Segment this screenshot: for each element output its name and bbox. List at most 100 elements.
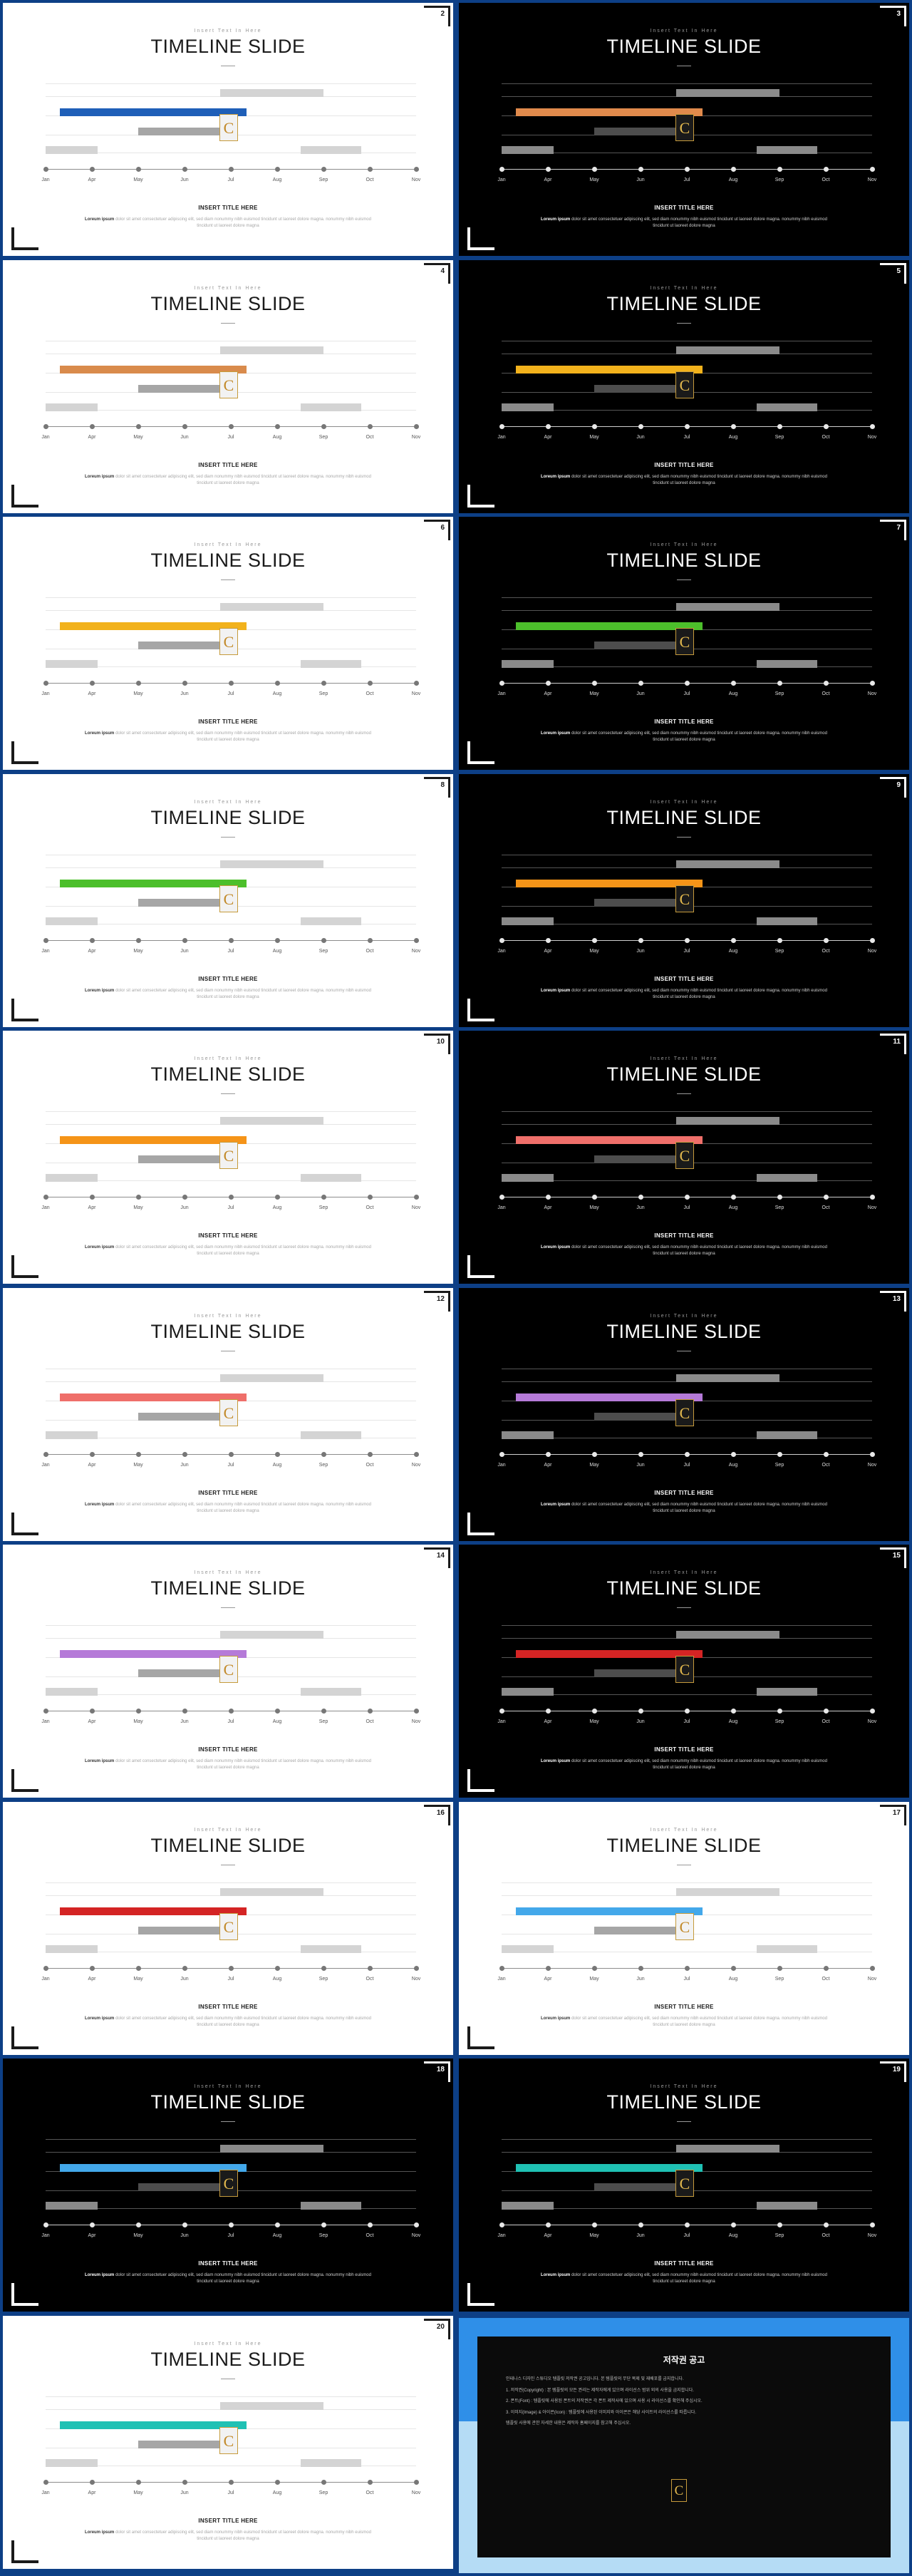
timeline-dot <box>638 1452 643 1457</box>
timeline-bar <box>594 385 680 393</box>
timeline-dot <box>321 1452 326 1457</box>
slide-thumbnail[interactable]: 11 Insert Text In Here TIMELINE SLIDE C Jan A… <box>459 1031 909 1284</box>
slide-21-copyright[interactable]: 저작권 공고 인테나스 디자인 스튜디오 템플릿 저작권 공고입니다. 본 템플… <box>459 2318 909 2573</box>
slide-title: TIMELINE SLIDE <box>606 1835 762 1856</box>
timeline-dot <box>545 1452 551 1457</box>
slide-thumbnail[interactable]: 5 Insert Text In Here TIMELINE SLIDE C Jan Ap… <box>459 260 909 513</box>
body-lead: Loreum ipsum <box>85 731 115 736</box>
slide-thumbnail[interactable]: 20 Insert Text In Here TIMELINE SLIDE C Jan A… <box>3 2316 453 2569</box>
slide-thumbnail[interactable]: 3 Insert Text In Here TIMELINE SLIDE C Jan Ap… <box>459 3 909 256</box>
slide-thumbnail[interactable]: 8 Insert Text In Here TIMELINE SLIDE C Jan Ap… <box>3 774 453 1027</box>
month-label: Aug <box>272 1463 282 1468</box>
timeline-dot <box>321 167 326 172</box>
timeline-dot <box>182 2222 187 2227</box>
body-text: Loreum ipsum dolor sit amet consectetuer… <box>83 731 373 743</box>
month-label: Jun <box>636 1977 645 1982</box>
month-label: May <box>133 177 143 182</box>
month-label: May <box>589 949 599 954</box>
insert-title: INSERT TITLE HERE <box>654 1490 714 1496</box>
month-label: Oct <box>822 177 830 182</box>
month-label: Nov <box>411 949 421 954</box>
timeline-dot <box>777 2222 782 2227</box>
timeline-dot <box>591 1452 597 1457</box>
insert-title: INSERT TITLE HERE <box>198 205 258 211</box>
timeline-marker-icon: C <box>675 1142 694 1169</box>
timeline-bar <box>220 1888 323 1896</box>
month-label: Jan <box>497 691 506 696</box>
timeline-dot <box>367 424 373 429</box>
timeline-dot <box>638 167 643 172</box>
corner-frame-icon <box>424 6 450 26</box>
slide-thumbnail[interactable]: 13 Insert Text In Here TIMELINE SLIDE C Jan A… <box>459 1288 909 1541</box>
slide-thumbnail[interactable]: 10 Insert Text In Here TIMELINE SLIDE C Jan A… <box>3 1031 453 1284</box>
slide-thumbnail[interactable]: 16 Insert Text In Here TIMELINE SLIDE C Jan A… <box>3 1802 453 2055</box>
timeline-bar-accent <box>60 1136 247 1144</box>
body-lead: Loreum ipsum <box>85 2273 115 2277</box>
timeline-guide-line <box>502 410 872 411</box>
timeline-bar <box>220 2402 323 2410</box>
slide-thumbnail[interactable]: 12 Insert Text In Here TIMELINE SLIDE C Jan A… <box>3 1288 453 1541</box>
slide-thumbnail[interactable]: 9 Insert Text In Here TIMELINE SLIDE C Jan Ap… <box>459 774 909 1027</box>
timeline-bar <box>46 2459 98 2467</box>
month-label: Jun <box>180 949 189 954</box>
timeline-bar <box>594 1669 680 1677</box>
body-lead: Loreum ipsum <box>85 2016 115 2021</box>
timeline-dot <box>777 1195 782 1200</box>
slide-number: 17 <box>892 1809 901 1817</box>
timeline-guide-line <box>46 2208 416 2209</box>
month-label: Jan <box>41 949 50 954</box>
slide-thumbnail[interactable]: 6 Insert Text In Here TIMELINE SLIDE C Jan Ap… <box>3 517 453 770</box>
month-label: Oct <box>822 435 830 440</box>
month-label: Jul <box>683 691 690 696</box>
insert-title: INSERT TITLE HERE <box>654 205 714 211</box>
month-label: Jul <box>227 949 234 954</box>
slide-thumbnail[interactable]: 2 Insert Text In Here TIMELINE SLIDE C Jan Ap… <box>3 3 453 256</box>
insert-title: INSERT TITLE HERE <box>198 462 258 468</box>
timeline-dot <box>274 1709 280 1714</box>
slide-thumbnail[interactable]: 14 Insert Text In Here TIMELINE SLIDE C Jan A… <box>3 1545 453 1798</box>
month-label: Aug <box>728 1719 738 1724</box>
slide-thumbnail[interactable]: 4 Insert Text In Here TIMELINE SLIDE C Jan Ap… <box>3 260 453 513</box>
timeline-dot <box>730 2222 736 2227</box>
slide-thumbnail[interactable]: 18 Insert Text In Here TIMELINE SLIDE C Jan A… <box>3 2059 453 2312</box>
title-underline <box>677 2121 691 2122</box>
body-text: Loreum ipsum dolor sit amet consectetuer… <box>83 2530 373 2542</box>
slide-thumbnail[interactable]: 7 Insert Text In Here TIMELINE SLIDE C Jan Ap… <box>459 517 909 770</box>
month-label: Nov <box>411 691 421 696</box>
timeline-guide-line <box>502 83 872 84</box>
timeline-dot <box>182 1966 187 1971</box>
title-underline <box>221 1607 235 1608</box>
month-label: Nov <box>411 2490 421 2495</box>
month-label: Sep <box>318 177 328 182</box>
slide-kicker: Insert Text In Here <box>650 1056 718 1061</box>
month-label: May <box>589 1205 599 1210</box>
body-lead: Loreum ipsum <box>541 2016 571 2021</box>
timeline-dot <box>321 938 326 943</box>
timeline-bar <box>138 642 224 649</box>
timeline-dot <box>89 424 95 429</box>
month-label: Aug <box>272 2233 282 2238</box>
month-label: Oct <box>822 1463 830 1468</box>
slide-thumbnail[interactable]: 17 Insert Text In Here TIMELINE SLIDE C Jan A… <box>459 1802 909 2055</box>
slide-thumbnail[interactable]: 19 Insert Text In Here TIMELINE SLIDE C Jan A… <box>459 2059 909 2312</box>
month-label: Jan <box>41 1205 50 1210</box>
timeline-dot <box>684 2222 690 2227</box>
timeline-dot <box>730 1709 736 1714</box>
body-text: Loreum ipsum dolor sit amet consectetuer… <box>83 988 373 1001</box>
month-label: Nov <box>867 1977 877 1982</box>
timeline-guide-line <box>502 597 872 598</box>
corner-frame-icon <box>11 741 38 764</box>
timeline-dot <box>367 938 373 943</box>
timeline-dot <box>777 1709 782 1714</box>
timeline-dot <box>43 1195 48 1200</box>
timeline-bar <box>46 403 98 411</box>
timeline-bar-accent <box>516 1393 703 1401</box>
timeline-bar-accent <box>60 1393 247 1401</box>
timeline-dot <box>135 167 141 172</box>
brand-logo-icon: C <box>671 2479 687 2502</box>
timeline-dot <box>413 681 419 686</box>
slide-thumbnail[interactable]: 15 Insert Text In Here TIMELINE SLIDE C Jan A… <box>459 1545 909 1798</box>
month-label: Jan <box>41 435 50 440</box>
timeline-dot <box>730 424 736 429</box>
timeline-dot <box>823 1452 829 1457</box>
